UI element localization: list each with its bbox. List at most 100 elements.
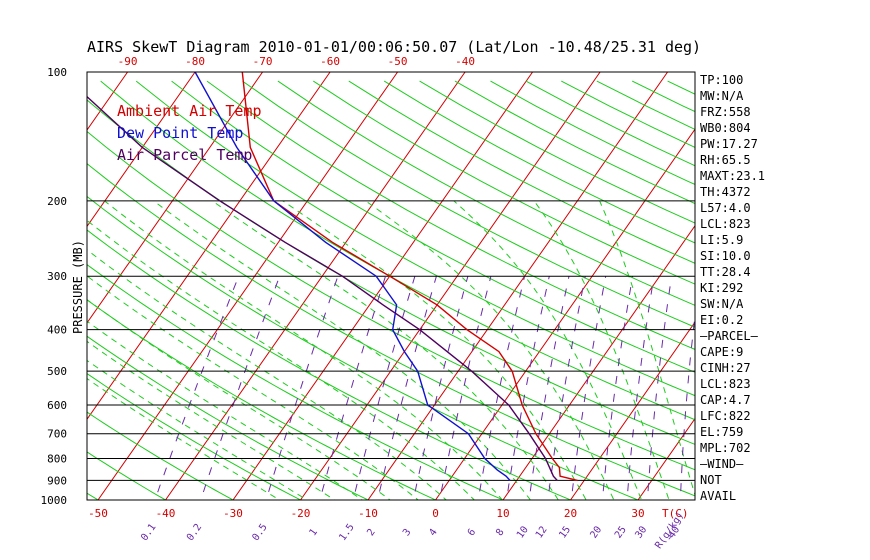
moist-adiabat-line [282, 200, 587, 500]
pressure-tick-label: 100 [47, 66, 67, 79]
moist-adiabat-line [153, 200, 532, 500]
index-annotation: LFC:822 [700, 409, 751, 423]
top-temp-tick-label: -90 [118, 55, 138, 68]
dry-adiabat-line [206, 80, 695, 350]
pressure-tick-label: 400 [47, 324, 67, 337]
dry-adiabat-line [383, 80, 695, 244]
legend-ambient-air-temp: Ambient Air Temp [117, 102, 262, 120]
moist-adiabat-line [599, 200, 695, 497]
isotherm-line [97, 72, 399, 500]
index-annotation: —PARCEL— [700, 329, 758, 343]
dry-adiabat-line [87, 130, 695, 471]
mixing-ratio-line [679, 311, 695, 500]
series-line-ambient-air-temp [241, 72, 578, 482]
mixing-ratio-tick-label: 4 [427, 527, 439, 538]
mixing-ratio-line [528, 276, 570, 500]
bottom-temp-tick-label: -20 [291, 507, 311, 520]
dry-adiabat-line [87, 335, 370, 500]
bottom-temp-tick-label: 30 [631, 507, 644, 520]
pressure-tick-label: 500 [47, 365, 67, 378]
index-annotation: CAPE:9 [700, 345, 744, 359]
isotherm-line [165, 72, 466, 500]
dry-adiabat-line [171, 80, 695, 373]
top-temp-tick-label: -60 [320, 55, 340, 68]
dry-adiabat-line [313, 80, 695, 285]
moist-adiabat-line [87, 219, 476, 500]
mixing-ratio-line [200, 276, 281, 500]
mixing-ratio-tick-label: 12 [534, 524, 550, 540]
dry-adiabat-line [667, 80, 695, 95]
mixing-ratio-line [626, 276, 655, 500]
pressure-tick-label: 600 [47, 399, 67, 412]
dry-adiabat-line [348, 80, 695, 264]
moist-adiabat-line [87, 377, 281, 500]
series-line-air-parcel-temp [87, 95, 558, 481]
isotherm-line [87, 72, 196, 228]
index-annotation: PW:17.27 [700, 137, 758, 151]
index-annotation: SW:N/A [700, 297, 744, 311]
grid [87, 72, 870, 500]
mixing-ratio-line [646, 276, 673, 500]
index-annotation: WB0:804 [700, 121, 751, 135]
dry-adiabat-line [419, 80, 695, 224]
index-annotation: LCL:823 [700, 217, 751, 231]
mixing-ratio-tick-label: 1.5 [337, 522, 356, 543]
mixing-ratio-line [319, 276, 386, 500]
isotherm-line [502, 224, 695, 500]
bottom-temp-tick-label: -10 [358, 507, 378, 520]
isotherm-line [300, 72, 601, 500]
mixing-ratio-tick-label: 6 [466, 527, 478, 538]
top-temp-tick-label: -50 [388, 55, 408, 68]
isotherm-line [773, 72, 870, 500]
isotherm-line [367, 72, 669, 500]
legend-air-parcel-temp: Air Parcel Temp [117, 146, 252, 164]
index-annotation: TT:28.4 [700, 265, 751, 279]
index-annotation: RH:65.5 [700, 153, 751, 167]
top-temp-tick-label: -70 [253, 55, 273, 68]
isotherm-line [570, 321, 695, 500]
dry-adiabat-line [525, 80, 695, 167]
plot-frame [86, 71, 696, 501]
bottom-temp-tick-label: 0 [432, 507, 439, 520]
pressure-tick-label: 900 [47, 474, 67, 487]
dry-adiabat-line [100, 80, 695, 421]
dry-adiabat-line [87, 372, 302, 500]
mixing-ratio-line [505, 276, 550, 500]
isotherm-line [87, 72, 331, 421]
pressure-tick-label: 200 [47, 195, 67, 208]
index-annotation: EL:759 [700, 425, 744, 439]
dry-adiabat-line [87, 263, 505, 500]
bottom-temp-tick-label: -50 [88, 507, 108, 520]
top-temp-tick-label: -80 [185, 55, 205, 68]
pressure-tick-label: 700 [47, 428, 67, 441]
dry-adiabat-line [135, 80, 695, 397]
dry-adiabat-line [87, 162, 695, 497]
chart-title: AIRS SkewT Diagram 2010-01-01/00:06:50.0… [87, 38, 701, 56]
dry-adiabat-line [87, 451, 167, 500]
mixing-ratio-tick-label: 0.2 [185, 522, 204, 543]
moist-adiabat-line [453, 200, 643, 500]
index-annotation: —WIND— [700, 457, 744, 471]
index-annotation: LI:5.9 [700, 233, 744, 247]
bottom-temp-tick-label: -40 [156, 507, 176, 520]
dry-adiabat-line [277, 80, 695, 306]
bottom-temp-tick-label: 20 [564, 507, 577, 520]
moist-adiabat-line [533, 200, 670, 500]
moist-adiabat-line [211, 200, 559, 500]
bottom-temp-tick-label: 10 [496, 507, 509, 520]
legend: Ambient Air Temp Dew Point Temp Air Parc… [117, 102, 262, 164]
mixing-ratio-tick-label: 30 [633, 524, 649, 540]
index-annotation: KI:292 [700, 281, 744, 295]
bottom-temp-unit-label: T(C) [662, 507, 689, 520]
isotherm-line [637, 417, 695, 500]
index-annotation: CINH:27 [700, 361, 751, 375]
index-annotation: MAXT:23.1 [700, 169, 766, 183]
index-annotation: EI:0.2 [700, 313, 744, 327]
index-annotation: LCL:823 [700, 377, 751, 391]
mixing-ratio-tick-label: 10 [515, 524, 531, 540]
moist-adiabat-line [87, 320, 364, 500]
moist-adiabat-line [87, 299, 391, 500]
mixing-ratio-line [570, 276, 607, 500]
moist-adiabat-line [104, 200, 504, 500]
